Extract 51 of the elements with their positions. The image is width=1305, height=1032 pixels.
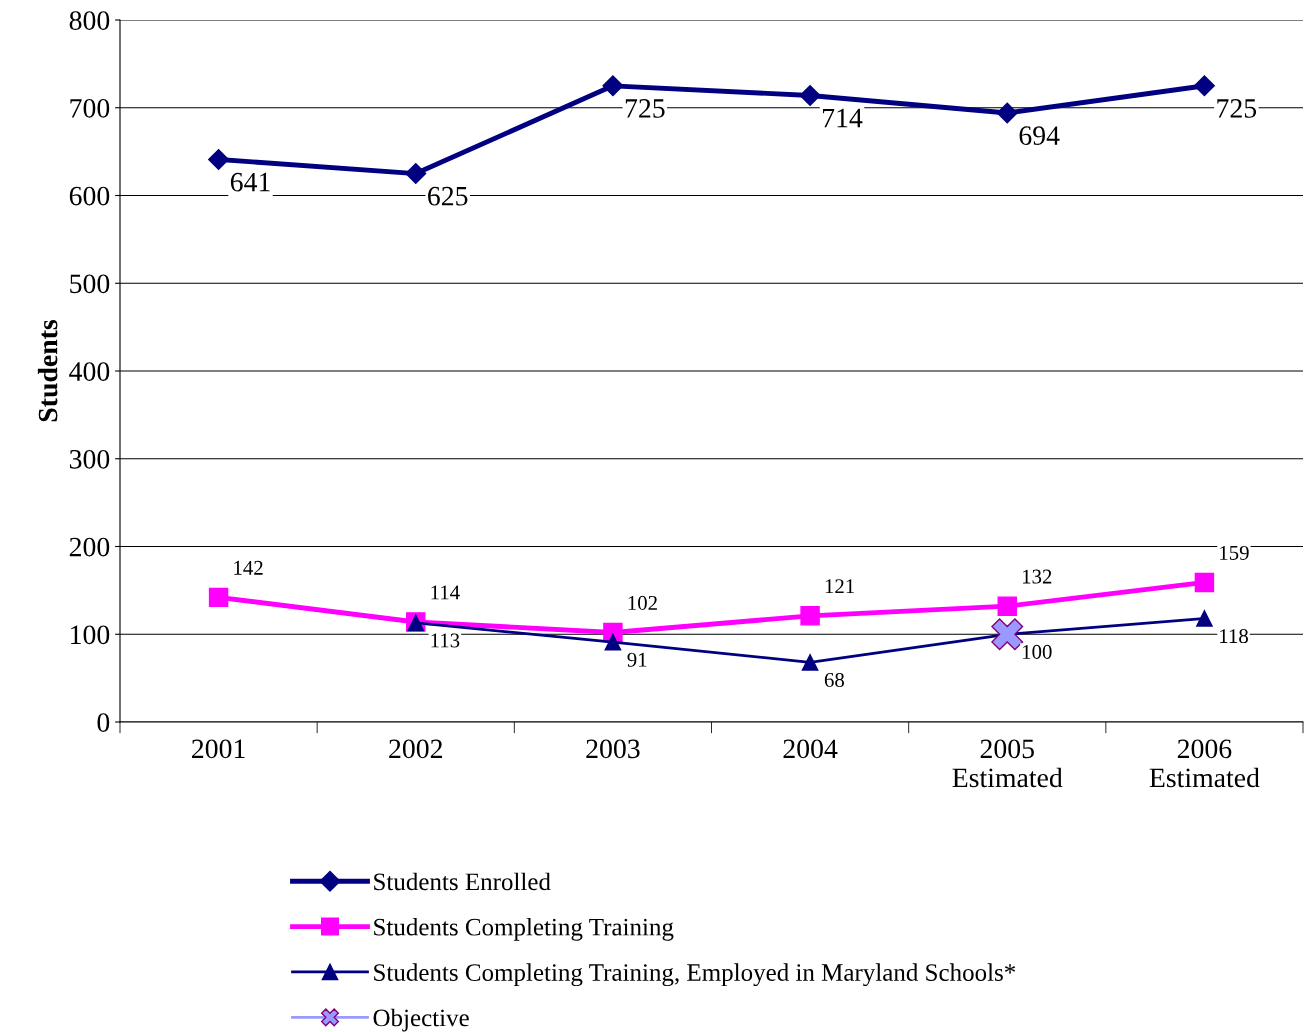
point <box>1193 75 1215 97</box>
point <box>801 653 819 671</box>
point <box>1194 572 1215 593</box>
x-tick-label: 2004 <box>783 739 838 759</box>
point <box>996 102 1018 124</box>
y-tick-label: 500 <box>70 274 110 294</box>
data-label: 725 <box>625 99 665 118</box>
data-label: 121 <box>825 579 854 594</box>
point <box>800 606 820 626</box>
x-tick-label: 2003 <box>586 739 640 759</box>
point <box>997 596 1017 616</box>
data-label: 68 <box>824 672 845 687</box>
data-label: 102 <box>628 595 657 610</box>
data-label: 641 <box>230 172 270 192</box>
x-tick-label: 2006 Estimated <box>1149 739 1260 788</box>
x-tick-label: 2005 Estimated <box>952 739 1063 788</box>
legend-label: Objective <box>373 1008 469 1032</box>
x-tick-label: 2001 <box>192 739 245 759</box>
data-label: 91 <box>627 652 647 667</box>
y-tick-label: 200 <box>69 537 110 557</box>
point <box>602 75 624 97</box>
y-tick-label: 400 <box>69 362 110 381</box>
y-axis-title: Students <box>37 319 58 422</box>
data-label: 118 <box>1220 629 1248 644</box>
point <box>208 149 230 171</box>
data-label: 114 <box>431 585 460 600</box>
data-label: 725 <box>1217 99 1257 118</box>
y-tick-label: 600 <box>69 186 110 206</box>
data-label: 625 <box>428 186 468 206</box>
point <box>604 633 622 651</box>
y-tick-label: 100 <box>71 625 110 645</box>
data-label: 113 <box>431 633 460 648</box>
point <box>991 618 1024 651</box>
data-label: 714 <box>823 108 863 128</box>
x-tick-label: 2002 <box>389 739 442 759</box>
data-label: 100 <box>1022 644 1052 659</box>
point <box>405 163 427 185</box>
y-tick-label: 800 <box>69 11 110 30</box>
point <box>208 587 229 608</box>
point <box>799 84 821 106</box>
data-label: 694 <box>1019 126 1060 145</box>
data-label: 159 <box>1220 545 1249 560</box>
point <box>1196 610 1213 627</box>
data-label: 142 <box>234 560 263 575</box>
legend-label: Students Completing Training <box>374 917 674 941</box>
data-label: 132 <box>1022 569 1052 584</box>
legend-label: Students Completing Training, Employed in Maryland Schools* <box>374 963 1016 987</box>
y-tick-label: 300 <box>69 449 110 469</box>
y-tick-label: 0 <box>97 713 110 732</box>
legend-label: Students Enrolled <box>374 872 551 891</box>
y-tick-label: 700 <box>70 98 110 118</box>
